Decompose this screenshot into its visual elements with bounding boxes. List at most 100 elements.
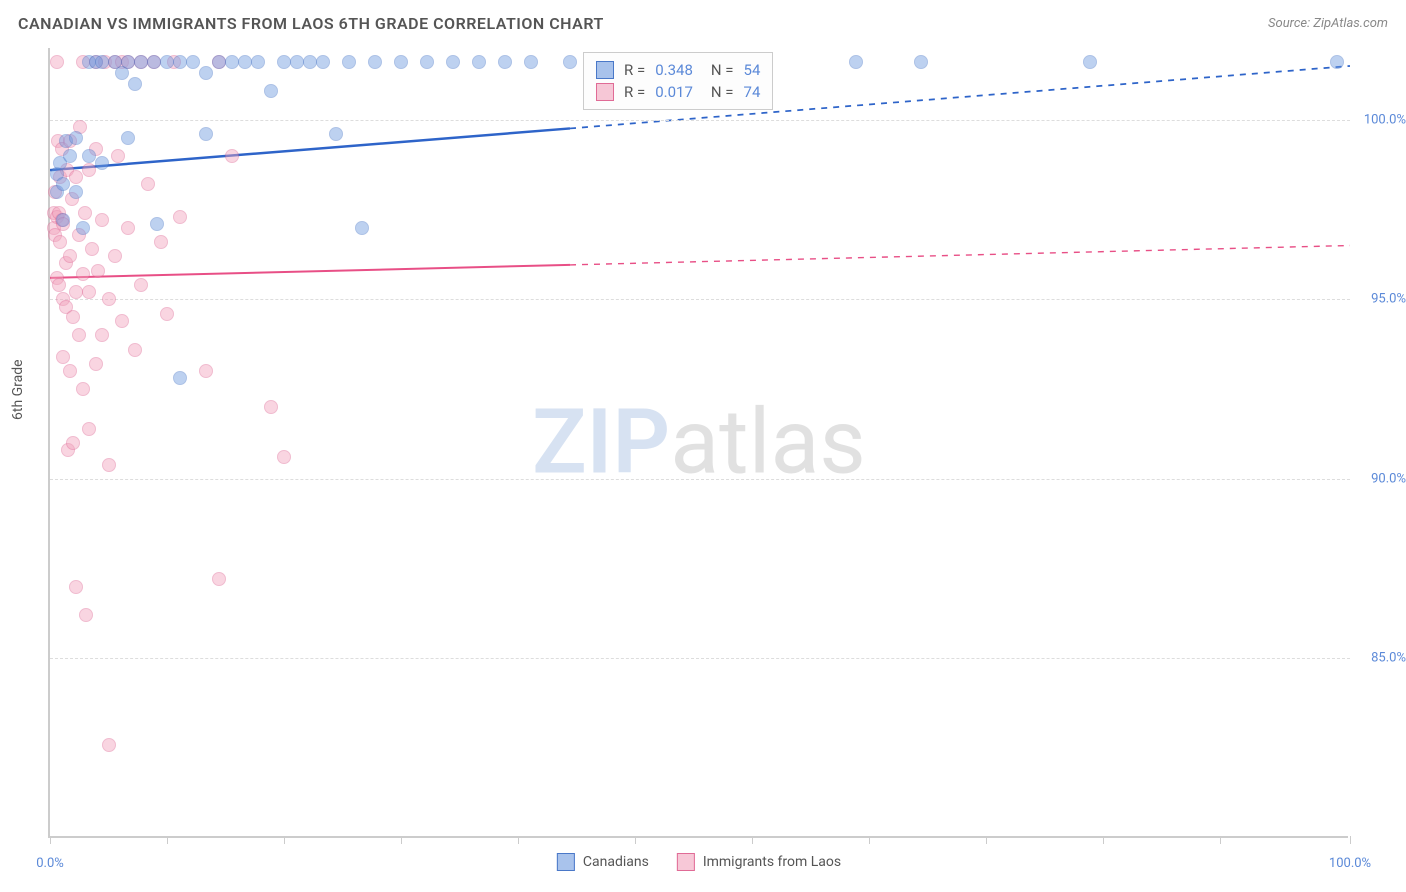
scatter-point-canadians — [446, 55, 460, 69]
x-tick — [869, 836, 870, 844]
scatter-point-canadians — [394, 55, 408, 69]
scatter-point-laos — [50, 55, 64, 69]
scatter-point-laos — [82, 285, 96, 299]
scatter-point-canadians — [186, 55, 200, 69]
scatter-point-canadians — [63, 149, 77, 163]
scatter-point-canadians — [225, 55, 239, 69]
legend-item-laos: Immigrants from Laos — [677, 853, 841, 871]
scatter-point-canadians — [128, 77, 142, 91]
trend-lines — [50, 48, 1350, 838]
scatter-point-laos — [115, 314, 129, 328]
scatter-point-canadians — [1083, 55, 1097, 69]
stats-N-label: N = — [711, 83, 734, 101]
scatter-point-canadians — [303, 55, 317, 69]
stats-N-value: 54 — [744, 61, 761, 79]
scatter-point-canadians — [199, 66, 213, 80]
scatter-point-canadians — [82, 149, 96, 163]
gridline-h — [50, 658, 1350, 659]
y-tick-label: 100.0% — [1351, 112, 1406, 127]
scatter-point-laos — [102, 738, 116, 752]
stats-N-value: 74 — [744, 83, 761, 101]
scatter-point-canadians — [849, 55, 863, 69]
stats-swatch-laos — [596, 83, 614, 101]
scatter-point-canadians — [420, 55, 434, 69]
scatter-point-canadians — [524, 55, 538, 69]
scatter-point-canadians — [277, 55, 291, 69]
scatter-point-laos — [82, 163, 96, 177]
scatter-point-canadians — [69, 131, 83, 145]
scatter-point-laos — [69, 580, 83, 594]
scatter-point-canadians — [472, 55, 486, 69]
x-tick — [1350, 836, 1351, 844]
trendline-laos-solid — [50, 265, 570, 278]
x-tick — [986, 836, 987, 844]
scatter-point-canadians — [95, 156, 109, 170]
scatter-point-laos — [52, 278, 66, 292]
scatter-point-laos — [264, 400, 278, 414]
scatter-point-laos — [154, 235, 168, 249]
x-tick — [167, 836, 168, 844]
scatter-point-laos — [134, 278, 148, 292]
scatter-point-canadians — [56, 213, 70, 227]
scatter-point-canadians — [1330, 55, 1344, 69]
scatter-point-laos — [76, 267, 90, 281]
x-tick — [401, 836, 402, 844]
x-tick — [752, 836, 753, 844]
scatter-point-canadians — [316, 55, 330, 69]
chart-source: Source: ZipAtlas.com — [1268, 16, 1388, 31]
legend-swatch-laos — [677, 853, 695, 871]
scatter-point-laos — [72, 328, 86, 342]
y-tick-label: 85.0% — [1351, 651, 1406, 666]
scatter-point-canadians — [173, 55, 187, 69]
scatter-point-canadians — [914, 55, 928, 69]
x-tick — [284, 836, 285, 844]
scatter-point-laos — [79, 608, 93, 622]
scatter-point-laos — [277, 450, 291, 464]
y-axis-label: 6th Grade — [10, 359, 26, 420]
scatter-point-canadians — [147, 55, 161, 69]
scatter-point-laos — [63, 249, 77, 263]
scatter-point-laos — [66, 436, 80, 450]
scatter-point-laos — [69, 285, 83, 299]
scatter-point-laos — [102, 458, 116, 472]
scatter-point-canadians — [56, 177, 70, 191]
scatter-point-laos — [82, 422, 96, 436]
legend-label: Immigrants from Laos — [703, 854, 841, 870]
scatter-point-canadians — [563, 55, 577, 69]
scatter-point-canadians — [212, 55, 226, 69]
stats-swatch-canadians — [596, 61, 614, 79]
scatter-point-laos — [89, 357, 103, 371]
scatter-point-canadians — [329, 127, 343, 141]
plot-area: ZIPatlas R =0.348N =54R =0.017N =74 6th … — [48, 48, 1348, 838]
scatter-point-laos — [160, 307, 174, 321]
scatter-point-canadians — [121, 131, 135, 145]
scatter-point-canadians — [121, 55, 135, 69]
scatter-point-laos — [108, 249, 122, 263]
gridline-h — [50, 479, 1350, 480]
legend-label: Canadians — [583, 854, 649, 870]
scatter-point-laos — [199, 364, 213, 378]
scatter-point-laos — [95, 328, 109, 342]
stats-R-label: R = — [624, 83, 645, 101]
gridline-h — [50, 120, 1350, 121]
stats-R-value: 0.348 — [655, 61, 693, 79]
scatter-point-canadians — [199, 127, 213, 141]
scatter-point-canadians — [173, 371, 187, 385]
scatter-point-laos — [141, 177, 155, 191]
scatter-point-canadians — [290, 55, 304, 69]
scatter-point-laos — [76, 382, 90, 396]
scatter-point-canadians — [264, 84, 278, 98]
scatter-point-laos — [102, 292, 116, 306]
scatter-point-laos — [225, 149, 239, 163]
chart-header: CANADIAN VS IMMIGRANTS FROM LAOS 6TH GRA… — [0, 0, 1406, 41]
scatter-point-canadians — [498, 55, 512, 69]
scatter-point-laos — [66, 310, 80, 324]
x-tick — [1220, 836, 1221, 844]
scatter-point-laos — [56, 350, 70, 364]
legend-swatch-canadians — [557, 853, 575, 871]
x-tick — [635, 836, 636, 844]
correlation-stats-box: R =0.348N =54R =0.017N =74 — [583, 52, 773, 110]
trendline-laos-dashed — [570, 246, 1350, 265]
x-tick — [50, 836, 51, 844]
x-tick-label: 100.0% — [1329, 856, 1371, 871]
